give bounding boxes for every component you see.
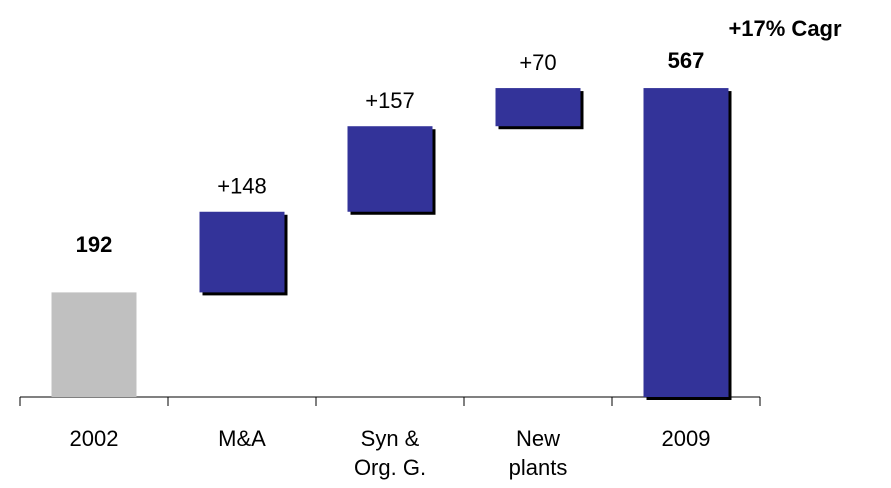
bar xyxy=(347,126,433,212)
x-tick-label: M&A xyxy=(218,426,266,451)
bar xyxy=(199,211,285,293)
x-tick-label: 2009 xyxy=(662,426,711,451)
value-label: +70 xyxy=(519,50,556,75)
x-tick-label: Syn & xyxy=(361,426,420,451)
bar xyxy=(643,88,729,397)
bar xyxy=(51,292,137,397)
x-tick-label: 2002 xyxy=(70,426,119,451)
value-label: 567 xyxy=(668,48,705,73)
x-tick-label: New xyxy=(516,426,560,451)
x-tick-label: Org. G. xyxy=(354,455,426,480)
bar xyxy=(495,88,581,127)
annotation: +17% Cagr xyxy=(728,16,842,41)
x-tick-label: plants xyxy=(509,455,568,480)
value-label: +148 xyxy=(217,174,267,199)
value-label: +157 xyxy=(365,88,415,113)
value-label: 192 xyxy=(76,232,113,257)
